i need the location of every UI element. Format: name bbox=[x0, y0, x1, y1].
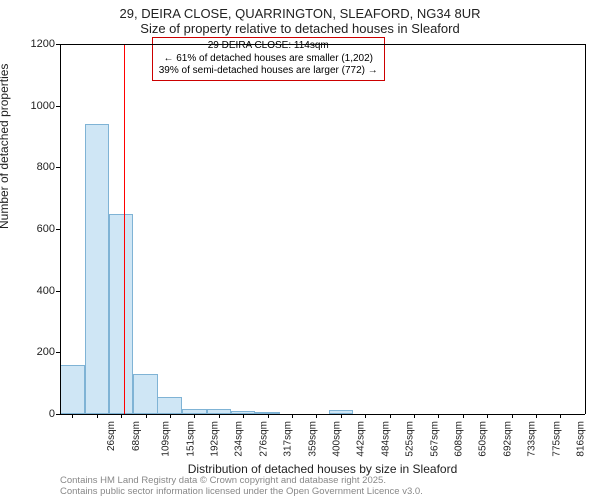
footer-attribution: Contains HM Land Registry data © Crown c… bbox=[60, 476, 423, 498]
x-tick-mark bbox=[170, 414, 171, 418]
x-tick-mark bbox=[512, 414, 513, 418]
x-tick-mark bbox=[316, 414, 317, 418]
x-tick-mark bbox=[219, 414, 220, 418]
x-tick-label: 359sqm bbox=[307, 421, 318, 457]
footer-line2: Contains public sector information licen… bbox=[60, 487, 423, 498]
x-tick-mark bbox=[268, 414, 269, 418]
y-tick-label: 0 bbox=[15, 408, 55, 420]
annotation-line1: 29 DEIRA CLOSE: 114sqm bbox=[159, 40, 378, 53]
y-axis-right-line bbox=[585, 44, 586, 414]
y-tick-label: 600 bbox=[15, 223, 55, 235]
plot-area: 29 DEIRA CLOSE: 114sqm← 61% of detached … bbox=[60, 44, 585, 414]
x-tick-mark bbox=[97, 414, 98, 418]
x-tick-mark bbox=[146, 414, 147, 418]
x-tick-label: 650sqm bbox=[478, 421, 489, 457]
x-tick-label: 317sqm bbox=[283, 421, 294, 457]
x-tick-label: 816sqm bbox=[575, 421, 586, 457]
x-tick-mark bbox=[243, 414, 244, 418]
x-tick-label: 567sqm bbox=[429, 421, 440, 457]
x-tick-label: 26sqm bbox=[106, 421, 117, 451]
y-tick-label: 800 bbox=[15, 161, 55, 173]
x-tick-label: 400sqm bbox=[331, 421, 342, 457]
x-tick-label: 109sqm bbox=[161, 421, 172, 457]
x-axis-title: Distribution of detached houses by size … bbox=[60, 462, 585, 476]
x-tick-mark bbox=[194, 414, 195, 418]
histogram-bar bbox=[133, 374, 157, 414]
histogram-bar bbox=[85, 124, 109, 414]
y-tick-mark bbox=[56, 352, 60, 353]
x-tick-label: 234sqm bbox=[234, 421, 245, 457]
x-tick-mark bbox=[438, 414, 439, 418]
x-tick-label: 151sqm bbox=[185, 421, 196, 457]
y-tick-label: 1200 bbox=[15, 38, 55, 50]
x-tick-label: 192sqm bbox=[209, 421, 220, 457]
x-tick-mark bbox=[365, 414, 366, 418]
y-tick-label: 200 bbox=[15, 346, 55, 358]
x-tick-mark bbox=[487, 414, 488, 418]
x-tick-mark bbox=[72, 414, 73, 418]
y-tick-mark bbox=[56, 106, 60, 107]
x-tick-mark bbox=[414, 414, 415, 418]
y-axis-line bbox=[60, 44, 61, 414]
annotation-line3: 39% of semi-detached houses are larger (… bbox=[159, 65, 378, 78]
y-tick-mark bbox=[56, 167, 60, 168]
x-tick-mark bbox=[463, 414, 464, 418]
y-tick-label: 1000 bbox=[15, 100, 55, 112]
x-tick-label: 442sqm bbox=[356, 421, 367, 457]
histogram-bar bbox=[109, 214, 133, 414]
annotation-line2: ← 61% of detached houses are smaller (1,… bbox=[159, 53, 378, 66]
y-tick-label: 400 bbox=[15, 285, 55, 297]
chart-container: 29, DEIRA CLOSE, QUARRINGTON, SLEAFORD, … bbox=[0, 0, 600, 500]
x-tick-label: 484sqm bbox=[381, 421, 392, 457]
x-tick-mark bbox=[390, 414, 391, 418]
reference-marker-line bbox=[124, 44, 126, 414]
x-tick-label: 733sqm bbox=[527, 421, 538, 457]
x-tick-label: 525sqm bbox=[405, 421, 416, 457]
x-tick-label: 68sqm bbox=[131, 421, 142, 451]
x-tick-mark bbox=[560, 414, 561, 418]
x-tick-label: 692sqm bbox=[503, 421, 514, 457]
chart-title-line2: Size of property relative to detached ho… bbox=[0, 21, 600, 38]
x-tick-mark bbox=[292, 414, 293, 418]
x-tick-mark bbox=[121, 414, 122, 418]
y-axis-title: Number of detached properties bbox=[0, 64, 11, 229]
x-axis-line bbox=[60, 414, 585, 415]
histogram-bar bbox=[60, 365, 84, 414]
x-tick-mark bbox=[341, 414, 342, 418]
histogram-bar bbox=[157, 397, 181, 414]
y-tick-mark bbox=[56, 291, 60, 292]
y-tick-mark bbox=[56, 414, 60, 415]
x-tick-label: 276sqm bbox=[259, 421, 270, 457]
chart-title-line1: 29, DEIRA CLOSE, QUARRINGTON, SLEAFORD, … bbox=[0, 0, 600, 21]
x-axis-top-line bbox=[60, 44, 585, 45]
x-tick-mark bbox=[536, 414, 537, 418]
y-tick-mark bbox=[56, 44, 60, 45]
x-tick-label: 775sqm bbox=[551, 421, 562, 457]
y-tick-mark bbox=[56, 229, 60, 230]
x-tick-label: 608sqm bbox=[453, 421, 464, 457]
